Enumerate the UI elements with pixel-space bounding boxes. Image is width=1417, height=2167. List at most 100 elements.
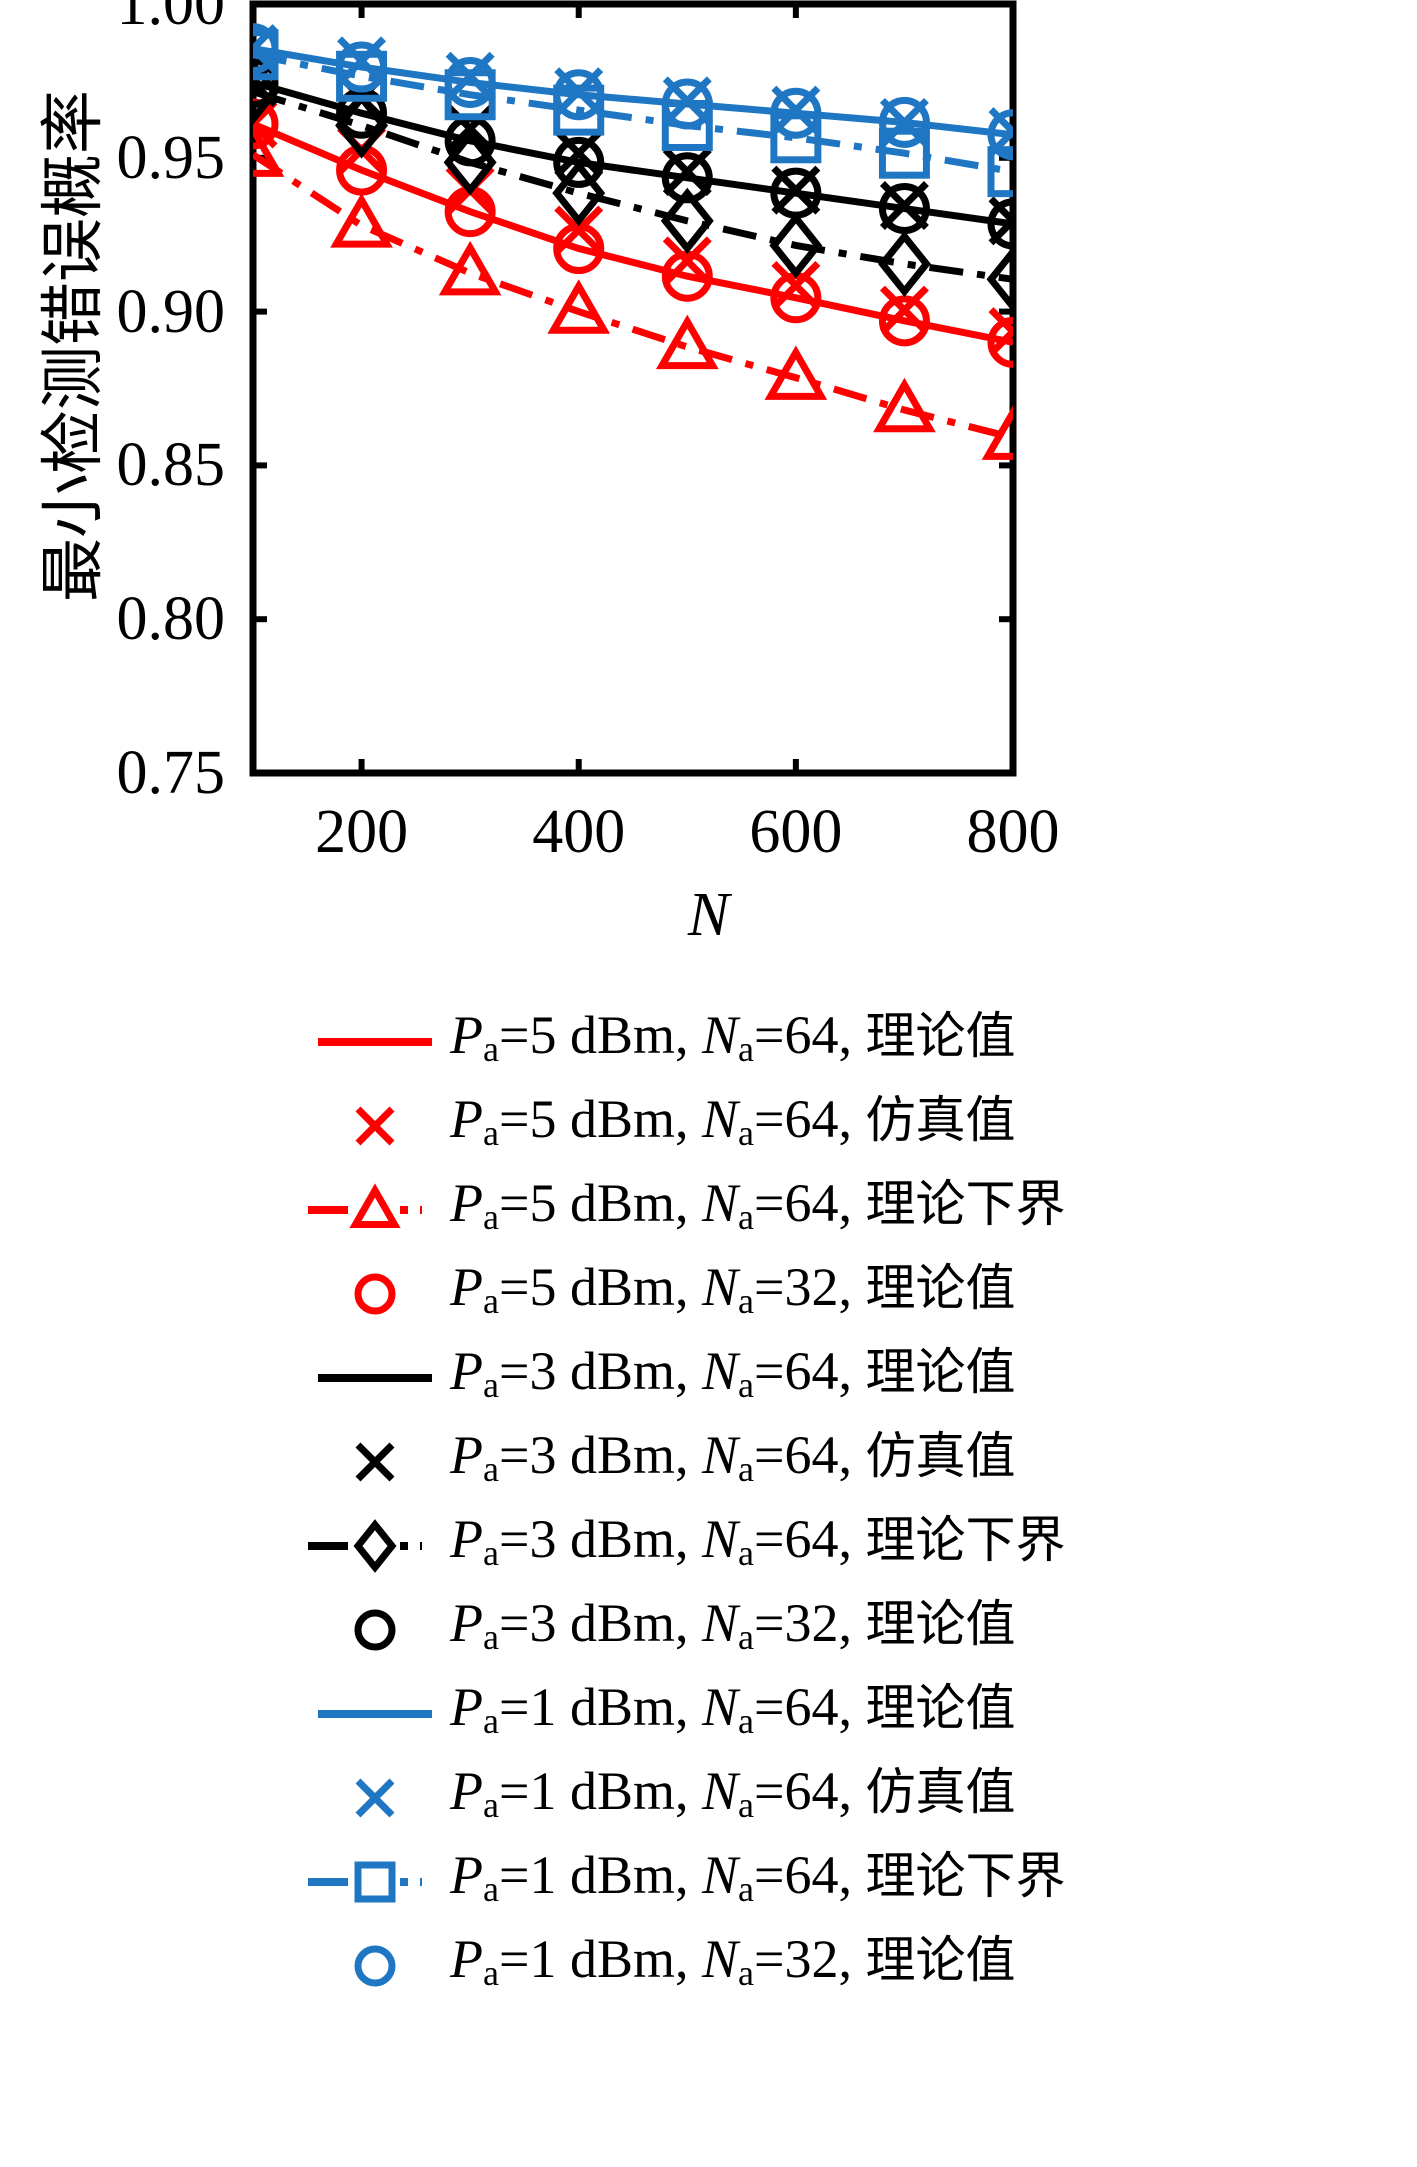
data-marker-circle [987, 109, 1013, 161]
legend-symbol-P: P [450, 1929, 483, 1990]
legend-item[interactable]: Pa=1 dBm, Na=64, 仿真值 [0, 1756, 1417, 1840]
legend-subscript-a2: a [738, 1196, 754, 1237]
triangle-marker [981, 405, 1013, 460]
data-marker-diamond [353, 1519, 397, 1573]
plot-frame [249, 0, 1017, 777]
series-11 [253, 23, 1013, 161]
legend-symbol-P: P [450, 1089, 483, 1150]
legend-key-svg [318, 1710, 432, 1718]
diamond-marker [769, 212, 823, 279]
legend-key-svg [308, 1861, 422, 1903]
legend-subscript-a2: a [738, 1700, 754, 1741]
legend-description: 仿真值 [865, 1427, 1016, 1486]
legend-subscript-a: a [483, 1700, 499, 1741]
circle-marker [553, 136, 605, 188]
legend-power-value: =5 dBm, [498, 1005, 702, 1066]
legend-description: 理论值 [865, 1679, 1016, 1738]
legend-marker-marker-x-red [300, 1096, 450, 1156]
x-marker [771, 260, 821, 310]
data-marker-square [770, 112, 822, 164]
data-marker-circle [253, 23, 279, 75]
legend-item[interactable]: Pa=3 dBm, Na=64, 仿真值 [0, 1420, 1417, 1504]
series-line [253, 51, 1013, 176]
legend-subscript-a: a [483, 1028, 499, 1069]
triangle-marker [547, 279, 611, 334]
square-marker [553, 84, 605, 136]
legend-subscript-a2: a [738, 1532, 754, 1573]
diamond-marker [353, 1519, 397, 1573]
diamond-marker [335, 92, 389, 159]
circle-marker [336, 41, 388, 93]
x-marker [355, 1106, 395, 1146]
data-marker-triangle [330, 193, 393, 248]
legend-label: Pa=1 dBm, Na=64, 理论值 [450, 1677, 1015, 1751]
legend-antenna-value: =32, [753, 1593, 866, 1654]
circle-marker [253, 98, 279, 150]
legend-item[interactable]: Pa=1 dBm, Na=32, 理论值 [0, 1924, 1417, 2008]
legend-marker-marker-x-blue [300, 1768, 450, 1828]
diamond-marker [552, 160, 606, 227]
legend-item[interactable]: Pa=3 dBm, Na=32, 理论值 [0, 1588, 1417, 1672]
plot-svg [249, 0, 1017, 777]
legend-subscript-a2: a [738, 1952, 754, 1993]
legend-item[interactable]: Pa=5 dBm, Na=64, 理论值 [0, 1000, 1417, 1084]
legend-marker-line-blue [300, 1684, 450, 1744]
data-marker-circle [878, 96, 930, 148]
legend-symbol-N: N [701, 1593, 738, 1654]
triangle-marker [438, 240, 502, 296]
legend-symbol-N: N [701, 1005, 738, 1066]
data-marker-diamond [986, 246, 1013, 313]
series-2 [253, 122, 1013, 460]
data-marker-x [355, 1778, 395, 1818]
legend-item[interactable]: Pa=5 dBm, Na=64, 仿真值 [0, 1084, 1417, 1168]
x-axis-label: N [687, 881, 730, 949]
legend-description: 理论下界 [865, 1847, 1066, 1906]
legend-symbol-N: N [701, 1761, 738, 1822]
legend-item[interactable]: Pa=5 dBm, Na=64, 理论下界 [0, 1168, 1417, 1252]
legend-symbol-N: N [701, 1845, 738, 1906]
legend-subscript-a: a [483, 1448, 499, 1489]
data-marker-circle [354, 1273, 396, 1315]
legend-item[interactable]: Pa=1 dBm, Na=64, 理论值 [0, 1672, 1417, 1756]
legend-item[interactable]: Pa=1 dBm, Na=64, 理论下界 [0, 1840, 1417, 1924]
data-marker-circle [253, 98, 279, 150]
triangle-marker [253, 122, 285, 177]
legend-symbol-N: N [701, 1257, 738, 1318]
legend-power-value: =1 dBm, [498, 1929, 702, 1990]
legend-item[interactable]: Pa=5 dBm, Na=32, 理论值 [0, 1252, 1417, 1336]
legend-item[interactable]: Pa=3 dBm, Na=64, 理论值 [0, 1336, 1417, 1420]
data-marker-diamond [335, 92, 389, 159]
legend-antenna-value: =64, [753, 1761, 866, 1822]
legend-key-svg [355, 1778, 395, 1818]
legend-power-value: =3 dBm, [498, 1425, 702, 1486]
legend-description: 理论下界 [865, 1175, 1066, 1234]
data-marker-diamond [552, 160, 606, 227]
legend-subscript-a: a [483, 1364, 499, 1405]
series-1 [253, 99, 1013, 357]
data-marker-diamond [877, 230, 931, 298]
legend-description: 理论值 [865, 1007, 1016, 1066]
data-marker-circle [770, 167, 822, 219]
legend-label: Pa=3 dBm, Na=32, 理论值 [450, 1593, 1015, 1667]
legend-symbol-N: N [701, 1677, 738, 1738]
data-marker-x [355, 1442, 395, 1482]
legend-subscript-a: a [483, 1112, 499, 1153]
legend-symbol-P: P [450, 1845, 483, 1906]
triangle-marker [764, 345, 828, 400]
y-tick-label: 0.75 [116, 739, 226, 807]
legend-item[interactable]: Pa=3 dBm, Na=64, 理论下界 [0, 1504, 1417, 1588]
circle-marker [444, 56, 496, 108]
data-marker-triangle [764, 345, 828, 400]
legend-symbol-N: N [701, 1509, 738, 1570]
data-marker-circle [354, 1609, 396, 1651]
legend-label: Pa=3 dBm, Na=64, 仿真值 [450, 1425, 1015, 1499]
legend-key-svg [354, 1609, 396, 1651]
data-marker-x [662, 236, 712, 286]
data-marker-x [879, 285, 929, 335]
legend-description: 理论值 [865, 1259, 1016, 1318]
x-marker [988, 307, 1013, 337]
x-marker [988, 326, 1013, 357]
data-marker-triangle [873, 377, 936, 433]
legend-marker-line-black [300, 1348, 450, 1408]
legend-subscript-a: a [483, 1784, 499, 1825]
